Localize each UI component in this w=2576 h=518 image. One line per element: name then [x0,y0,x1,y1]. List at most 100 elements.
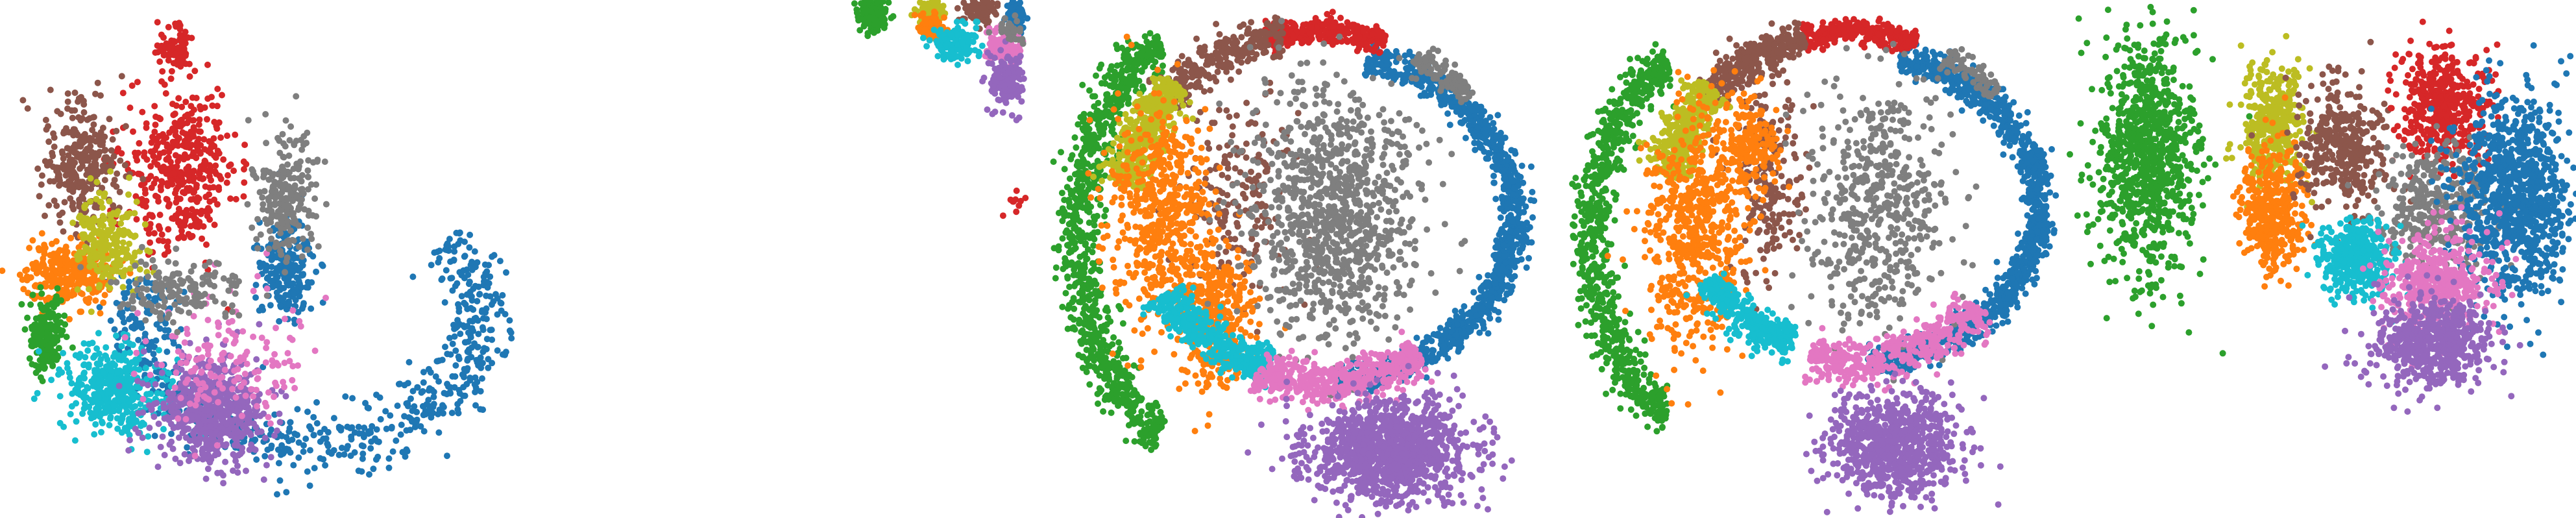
scatter-point [236,312,243,319]
scatter-point [80,405,88,412]
scatter-point [304,167,311,174]
scatter-point [1015,114,1023,121]
scatter-point [206,138,213,145]
scatter-point [229,386,236,393]
scatter-point [176,195,184,203]
scatter-point [487,273,494,280]
scatter-point [430,401,437,408]
scatter-point [263,140,270,147]
scatter-point [82,184,88,191]
scatter-point [44,302,51,309]
scatter-point [420,369,427,376]
scatter-point [492,291,499,298]
scatter-point [32,334,40,341]
scatter-point [140,348,147,355]
scatter-point [304,408,311,415]
scatter-point [175,415,182,422]
scatter-point [306,482,313,489]
scatter-point [215,150,223,157]
scatter-point [404,402,411,410]
scatter-point [152,113,159,120]
scatter-point [152,381,159,388]
scatter-point [142,216,149,222]
scatter-point [291,384,298,391]
scatter-point [130,253,138,260]
scatter-point [113,332,119,339]
scatter-point [165,203,172,210]
scatter-point [290,210,297,217]
scatter-point [54,285,61,292]
scatter-point [207,370,214,377]
scatter-point [158,178,165,185]
scatter-point [442,246,449,253]
scatter-point [103,344,110,351]
scatter-point [215,450,222,458]
scatter-point [164,238,171,245]
scatter-point [176,270,182,277]
scatter-point [115,227,123,234]
scatter-point [249,224,256,231]
scatter-point [201,157,208,164]
scatter-point [222,310,229,317]
scatter-point [480,327,487,334]
scatter-point [250,333,257,340]
scatter-point [175,434,182,441]
scatter-point [857,27,864,34]
scatter-point [116,188,123,195]
scatter-point [997,47,1004,54]
scatter-point [104,356,111,364]
scatter-point [40,255,47,262]
scatter-point [443,267,450,274]
scatter-point [448,410,456,417]
scatter-point [337,426,345,434]
scatter-point [506,317,513,324]
scatter-point [494,347,501,354]
scatter-point [389,448,396,455]
scatter-point [165,389,172,396]
scatter-point [192,426,199,434]
scatter-point [161,334,168,341]
scatter-point [92,297,99,304]
scatter-point [181,339,188,346]
scatter-point [428,262,435,269]
scatter-point [193,441,200,448]
scatter-point [290,290,297,297]
scatter-point [117,304,124,311]
scatter-point [76,272,83,279]
scatter-point [436,247,443,254]
scatter-point [186,401,193,407]
scatter-point [291,175,298,182]
scatter-point [222,458,229,465]
scatter-point [110,260,117,267]
scatter-point [19,97,27,104]
scatter-point [451,333,458,340]
scatter-point [968,13,975,20]
scatter-point [202,430,210,437]
scatter-point [264,446,271,453]
scatter-point [142,365,149,371]
scatter-point [71,89,79,96]
scatter-point [964,51,971,58]
scatter-point [411,423,419,430]
scatter-point [172,455,179,462]
scatter-point [38,290,45,297]
scatter-point [159,68,166,75]
scatter-point [117,220,125,227]
scatter-point [167,421,175,428]
scatter-point [479,375,485,382]
scatter-point [168,430,175,438]
scatter-point [168,177,175,184]
scatter-point [261,434,269,441]
scatter-point [938,47,945,55]
scatter-point [90,226,97,233]
scatter-point [310,432,317,439]
scatter-point [202,262,209,269]
scatter-point [107,168,114,175]
scatter-point [201,104,208,111]
scatter-point [117,269,124,276]
scatter-point [125,191,132,198]
scatter-point [101,133,108,140]
scatter-point [494,311,501,318]
scatter-point [204,95,212,102]
scatter-point [182,29,189,36]
